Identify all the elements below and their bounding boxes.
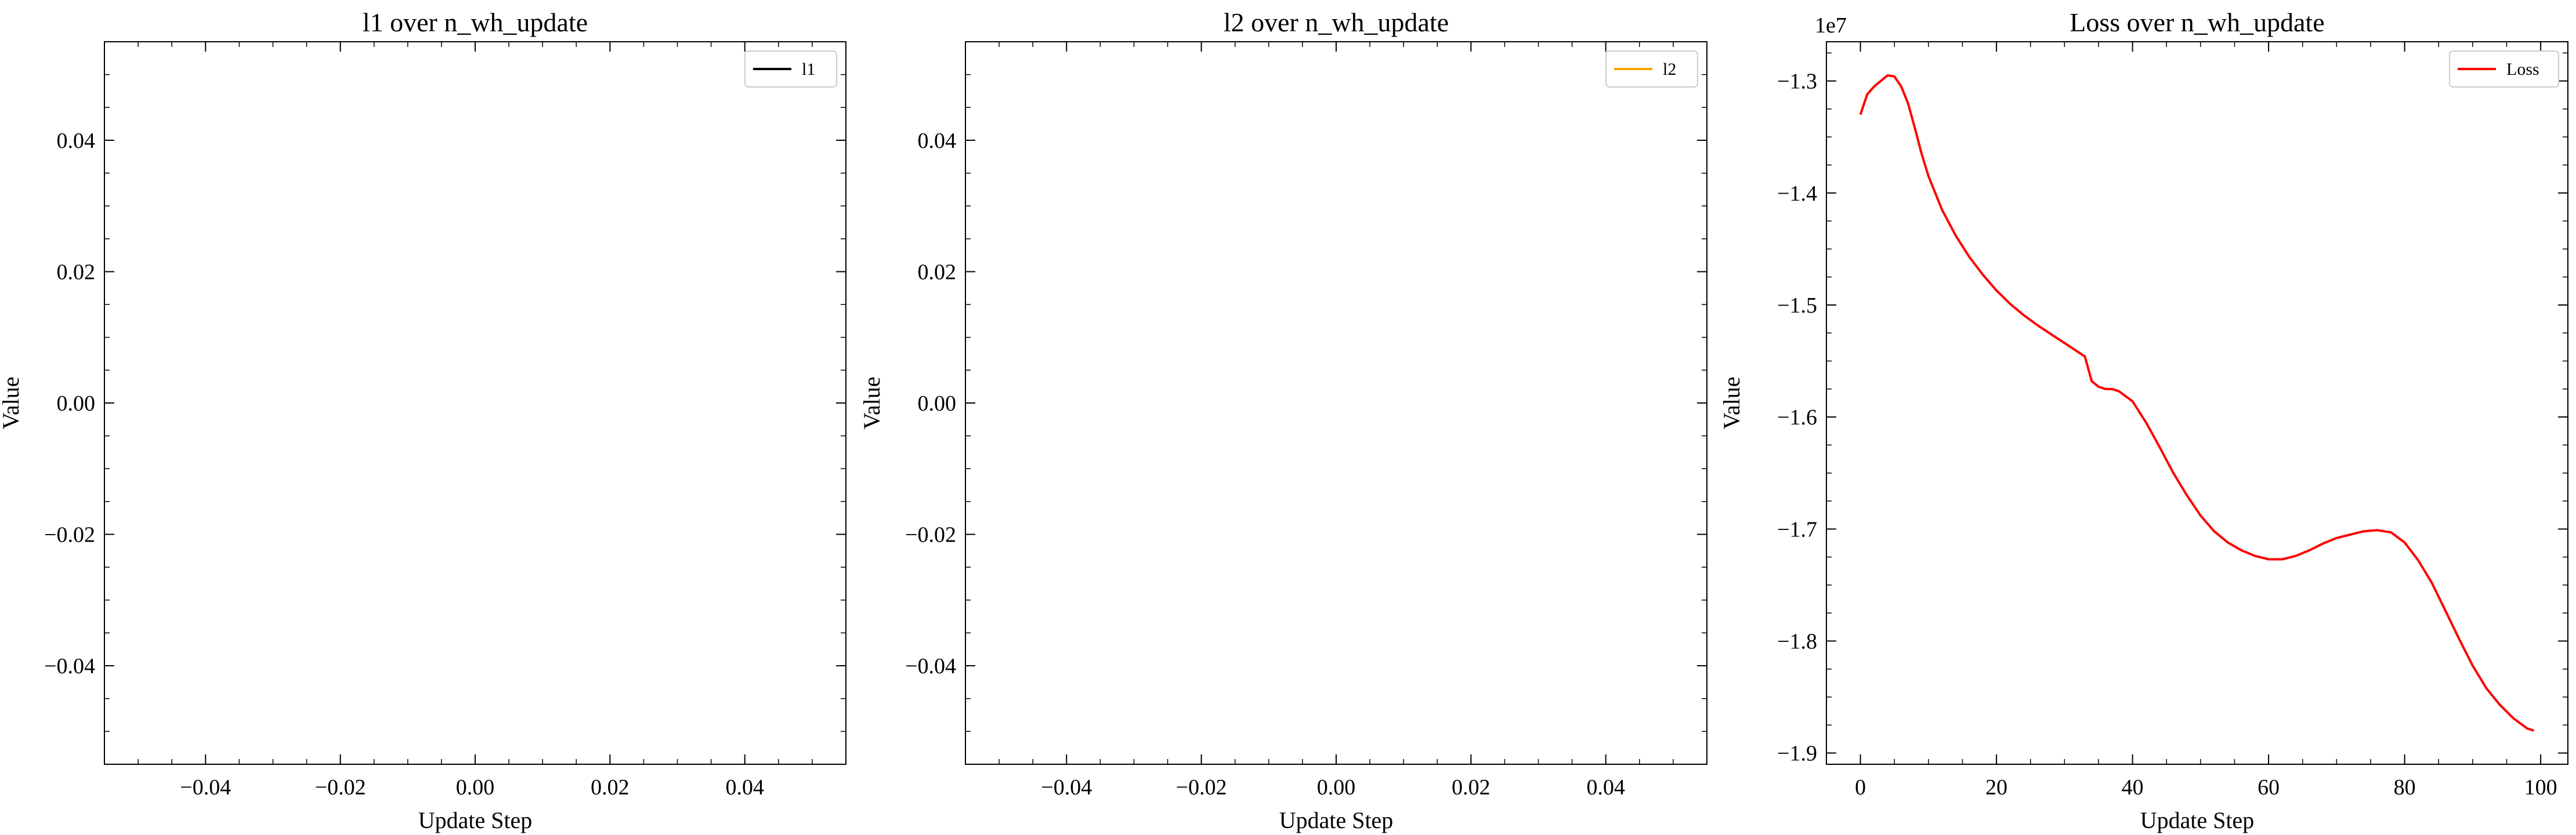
x-tick-label: 100: [2524, 775, 2557, 800]
x-tick-label: −0.04: [1041, 775, 1092, 800]
y-axis-label: Value: [859, 376, 885, 429]
y-axis-label: Value: [1718, 376, 1745, 429]
legend: Loss: [2449, 50, 2559, 88]
x-tick-label: 40: [2122, 775, 2144, 800]
legend-label: l1: [802, 60, 815, 79]
y-tick-label: −1.5: [1777, 293, 1817, 318]
y-tick-label: −1.3: [1777, 70, 1817, 94]
x-tick-label: 60: [2257, 775, 2280, 800]
y-tick-label: −0.02: [905, 523, 956, 547]
y-tick-label: −1.7: [1777, 517, 1817, 542]
chart-panel-2: −0.04 −0.02 0.00 0.02 0.04 −0.04 −0.02 0.00 0.02…: [859, 8, 1707, 833]
y-tick-label: −1.6: [1777, 405, 1817, 430]
legend: l2: [1605, 50, 1698, 88]
chart-title: l2 over n_wh_update: [1224, 8, 1449, 37]
chart-title: Loss over n_wh_update: [2070, 8, 2324, 37]
chart-panel-1: −0.04 −0.02 0.00 0.02 0.04 −0.04 −0.02 0.00 0.02…: [0, 8, 846, 833]
y-tick-label: −1.8: [1777, 630, 1817, 654]
x-tick-label: −0.02: [315, 775, 366, 800]
x-axis-label: Update Step: [1279, 807, 1394, 833]
legend-label: Loss: [2506, 60, 2539, 79]
y-tick-label: 0.02: [918, 260, 957, 284]
x-tick-label: 0: [1855, 775, 1866, 800]
legend: l1: [744, 50, 837, 88]
x-tick-label: 0.04: [1586, 775, 1625, 800]
x-tick-label: −0.02: [1176, 775, 1227, 800]
y-tick-label: −0.02: [44, 523, 95, 547]
y-tick-label: 0.00: [918, 391, 957, 416]
plot-frame: [965, 41, 1707, 765]
y-tick-label: −0.04: [905, 654, 956, 678]
x-tick-label: 0.02: [1452, 775, 1490, 800]
chart-title: l1 over n_wh_update: [363, 8, 588, 37]
y-axis-label: Value: [0, 376, 24, 429]
plot-frame: [104, 41, 846, 765]
y-tick-label: 0.02: [57, 260, 96, 284]
x-tick-label: 80: [2394, 775, 2416, 800]
x-tick-label: 0.00: [456, 775, 495, 800]
y-tick-label: −1.4: [1777, 181, 1817, 206]
x-axis-label: Update Step: [418, 807, 533, 833]
chart-panel-3: 0 20 40 60 80 100 −1.3 −1.4 −1.5 −1.6 −1.7 −1.8 −1.9…: [1718, 8, 2568, 833]
plot-frame: [1826, 41, 2568, 765]
x-tick-label: 0.00: [1317, 775, 1356, 800]
x-tick-label: −0.04: [180, 775, 231, 800]
x-tick-label: 0.02: [591, 775, 629, 800]
series-line-Loss: [1859, 74, 2535, 732]
x-tick-label: 0.04: [725, 775, 764, 800]
x-tick-label: 20: [1985, 775, 2007, 800]
y-tick-label: 0.04: [918, 129, 957, 153]
y-offset-text: 1e7: [1815, 13, 1847, 38]
y-tick-label: 0.04: [57, 129, 96, 153]
y-tick-label: −1.9: [1777, 742, 1817, 766]
x-axis-label: Update Step: [2140, 807, 2255, 833]
legend-label: l2: [1663, 60, 1676, 79]
y-tick-label: −0.04: [44, 654, 95, 678]
y-tick-label: 0.00: [57, 391, 96, 416]
legend-box: [2449, 50, 2559, 88]
